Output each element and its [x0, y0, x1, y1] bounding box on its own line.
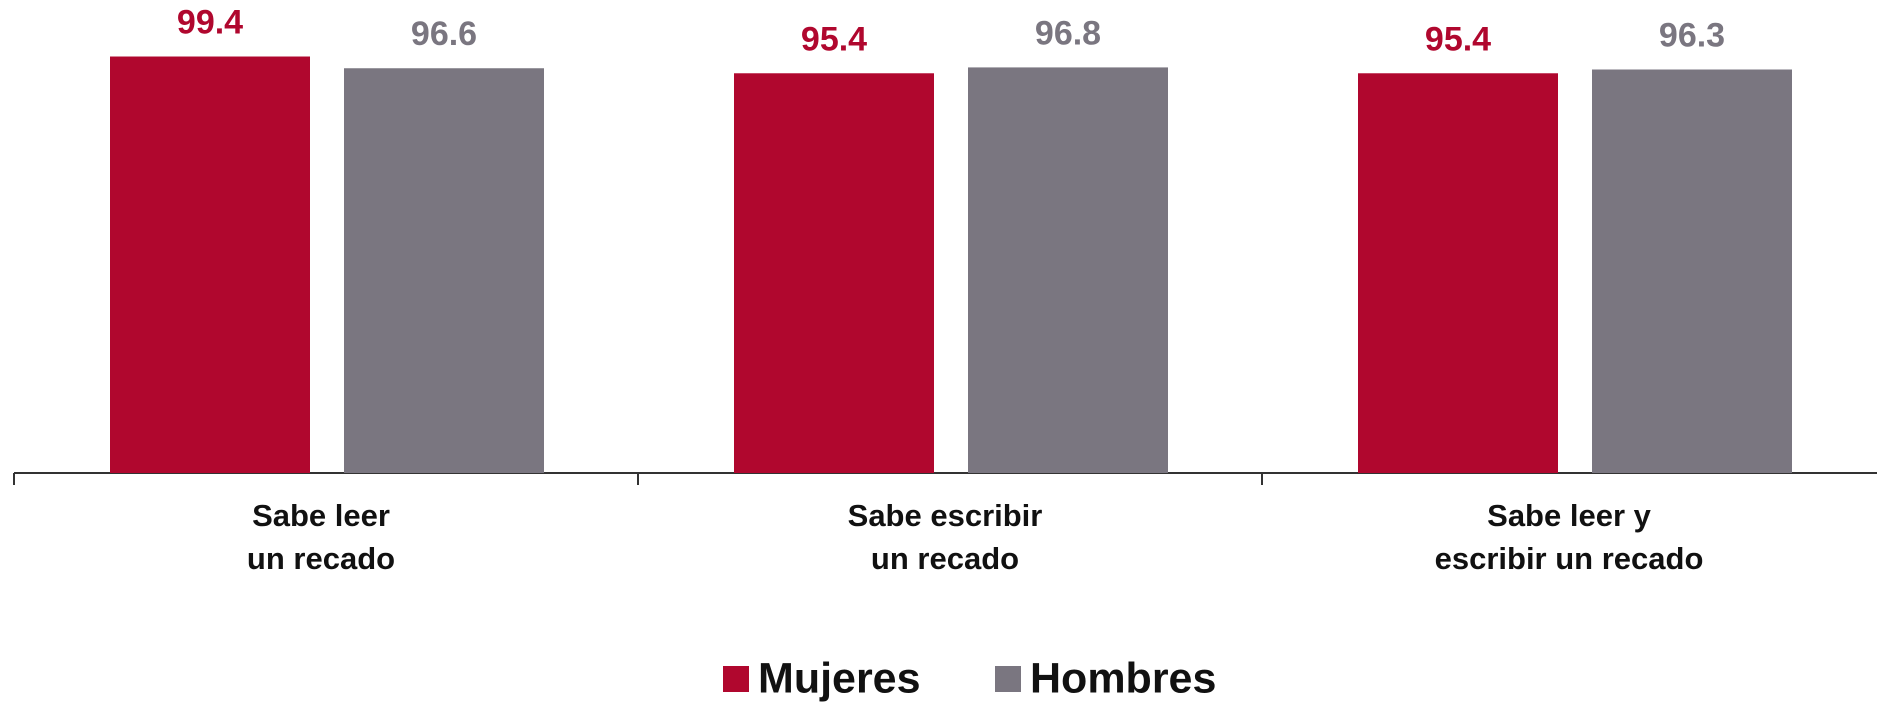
x-tick-label: Sabe escribir un recado: [847, 498, 1043, 576]
value-label: 96.8: [1035, 14, 1101, 52]
x-tick-label: Sabe leer y escribir un recado: [1434, 498, 1704, 576]
value-label: 96.3: [1659, 16, 1725, 54]
bar: [968, 67, 1168, 474]
legend-label: Mujeres: [758, 654, 921, 702]
value-label: 95.4: [801, 20, 867, 58]
value-label: 96.6: [411, 15, 477, 53]
legend-label: Hombres: [1030, 654, 1216, 702]
x-tick-label: Sabe leer un recado: [246, 498, 396, 576]
legend-swatch: [723, 666, 749, 692]
bar: [344, 68, 544, 473]
value-label: 99.4: [177, 3, 243, 41]
legend-swatch: [995, 666, 1021, 692]
bar: [1592, 69, 1792, 474]
bar: [734, 73, 934, 474]
bar: [1358, 73, 1558, 474]
value-label: 95.4: [1425, 20, 1491, 58]
bar: [110, 56, 310, 473]
